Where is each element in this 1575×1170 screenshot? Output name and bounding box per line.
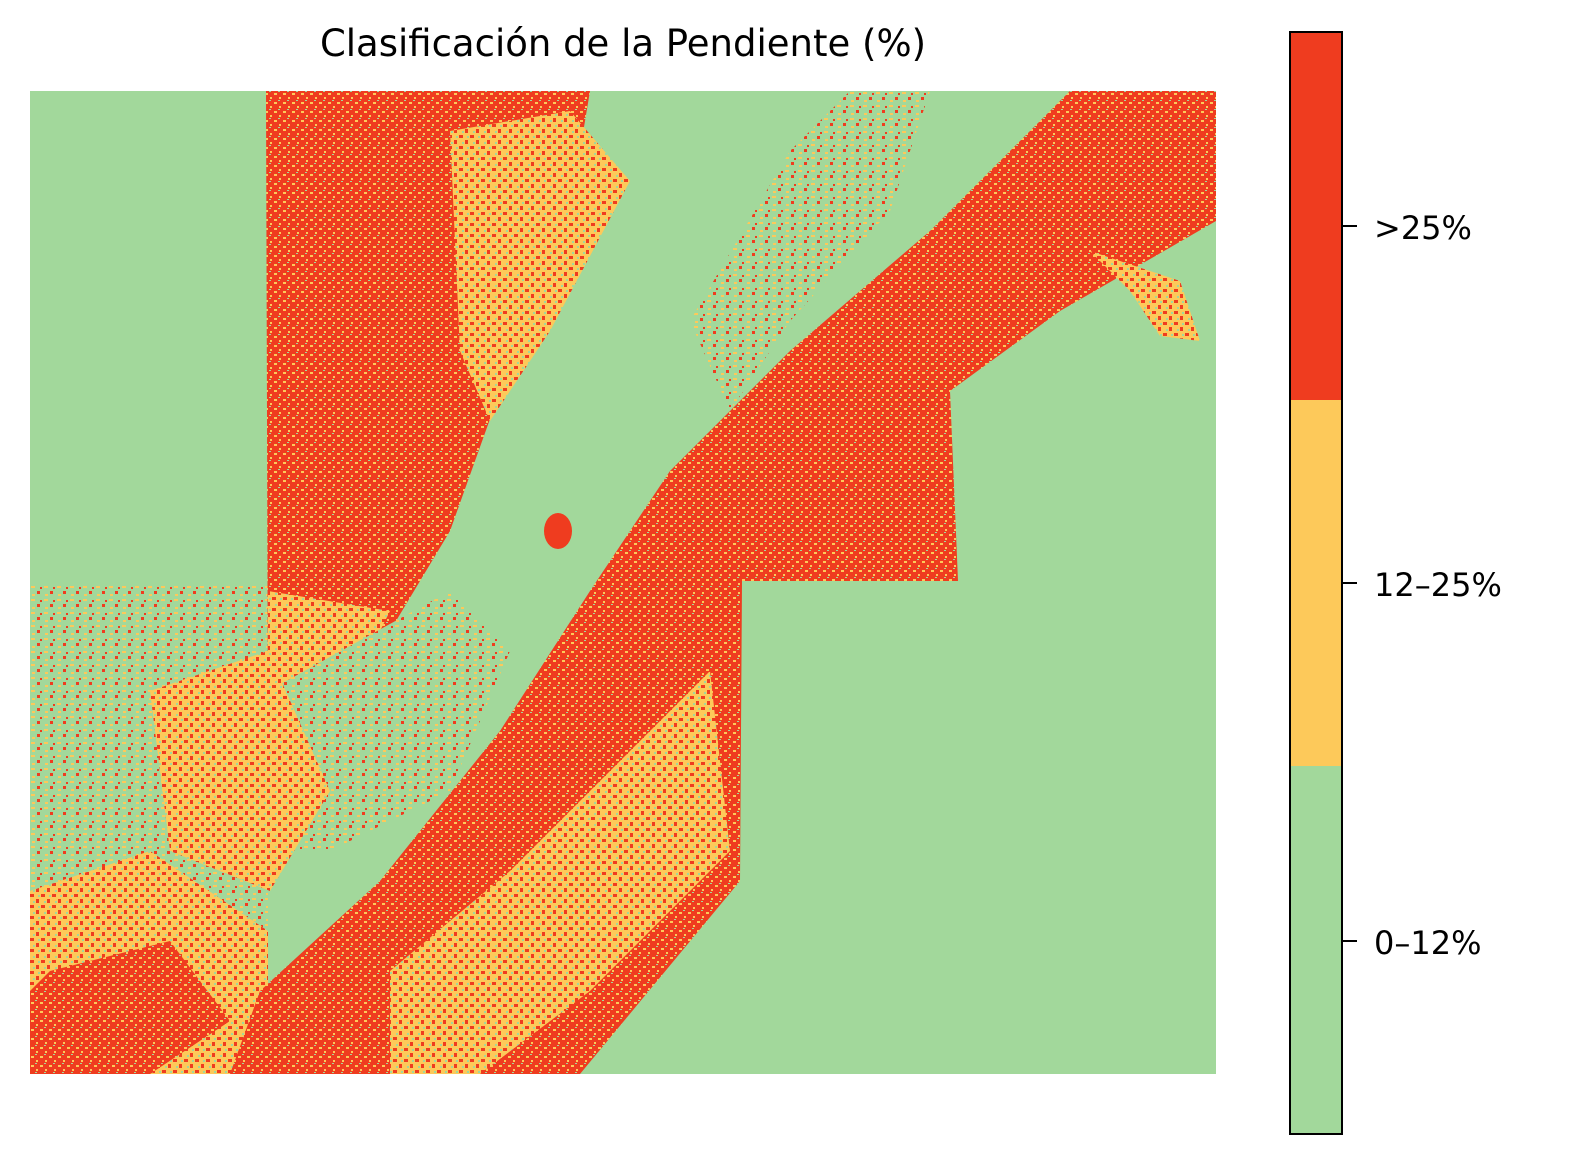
colorbar-class-medium [1291,399,1341,767]
colorbar-tick [1343,582,1357,584]
terrain-region-central-west [268,591,510,851]
colorbar-label-medium: 12–25% [1374,566,1502,604]
terrain-region-northeast [690,91,930,411]
colorbar-tick [1343,225,1357,227]
colorbar-label-high: >25% [1374,209,1472,247]
colorbar-class-high [1291,33,1341,400]
colorbar-label-low: 0–12% [1374,924,1482,962]
colorbar [1289,31,1343,1135]
terrain-ridge-main [230,91,1216,1074]
slope-map [30,91,1216,1074]
colorbar-tick [1343,940,1357,942]
map-title: Clasificación de la Pendiente (%) [319,22,927,65]
colorbar-class-low [1291,766,1341,1133]
